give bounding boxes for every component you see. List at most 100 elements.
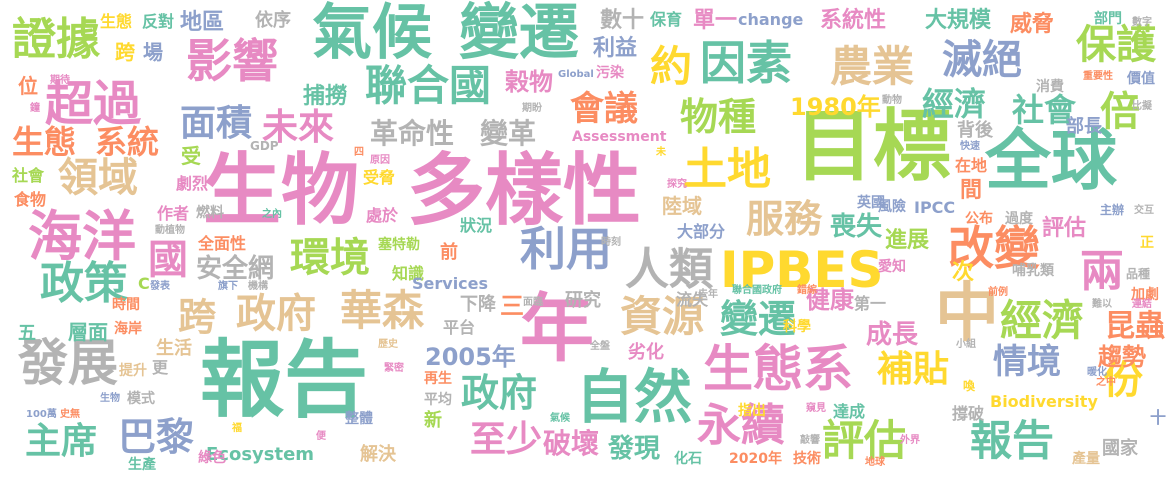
word-zhengti: 整體 — [345, 411, 373, 427]
word-geng: 更 — [152, 358, 169, 377]
word-dacheng: 達成 — [833, 402, 866, 421]
word-wei-2: 未 — [656, 147, 666, 158]
word-gemingxing: 革命性 — [370, 117, 455, 150]
word-liushi: 流失 — [676, 290, 709, 309]
word-baogao-2: 報告 — [970, 416, 1055, 465]
word-shuzi: 數字 — [1132, 17, 1152, 28]
word-baoyu: 保育 — [650, 10, 683, 29]
word-fandui: 反對 — [142, 12, 175, 31]
word-huasen: 華森 — [340, 286, 425, 335]
word-jiazhi: 價值 — [1127, 71, 1155, 87]
word-si: 四 — [354, 147, 364, 158]
word-faxian: 發現 — [608, 434, 661, 464]
word-yingguo: 英國 — [857, 195, 885, 211]
word-biodiversity: Biodiversity — [990, 392, 1098, 411]
word-kexue: 科學 — [783, 319, 811, 335]
word-luyu: 陸域 — [662, 194, 702, 218]
word-wei: 位 — [18, 74, 38, 98]
word-chuyu: 處於 — [366, 206, 399, 225]
word-biyi: 比擬 — [1132, 101, 1152, 112]
word-liyi: 利益 — [593, 36, 638, 61]
word-zhengfu: 政府 — [236, 291, 316, 337]
word-shengtaixi: 生態系 — [703, 340, 853, 398]
word-lianheguo: 聯合國 — [365, 61, 492, 110]
word-yue: 約 — [650, 42, 693, 91]
word-qihou: 氣候 — [312, 0, 432, 68]
word-xitongxing: 系統性 — [820, 8, 887, 33]
word-aizhi: 愛知 — [878, 259, 906, 275]
word-yongxu: 永續 — [697, 400, 785, 451]
word-fazhan: 發展 — [18, 334, 118, 392]
word-xiaofei: 消費 — [1036, 79, 1064, 95]
word-jishu: 技術 — [793, 451, 821, 467]
word-yinsu: 因素 — [700, 36, 792, 90]
word-ziran: 自然 — [576, 363, 693, 431]
word-zuozhe: 作者 — [157, 204, 190, 223]
word-haiyang: 海洋 — [28, 205, 136, 268]
word-fen: 份 — [1103, 357, 1143, 403]
word-2005nian: 2005年 — [425, 343, 516, 371]
word-danyi: 單一 — [693, 8, 738, 33]
word-nian: 年 — [520, 286, 594, 372]
word-zhinei: 之內 — [262, 209, 282, 220]
word-kunchong: 昆蟲 — [1105, 309, 1165, 344]
word-pohuai: 破壞 — [543, 427, 600, 460]
word-zhengju: 證據 — [12, 14, 100, 65]
word-luse: 綠色 — [198, 450, 226, 466]
word-shengtai: 生態 — [12, 123, 77, 161]
word-zhengce: 政策 — [40, 258, 128, 309]
word-weilai: 未來 — [262, 107, 335, 148]
word-xiaozu: 小組 — [956, 339, 976, 350]
word-saitele: 塞特勒 — [378, 237, 420, 253]
word-zhishao: 至少 — [470, 419, 543, 460]
word-pingjun: 平均 — [424, 392, 452, 408]
word-lingyu: 領域 — [58, 155, 138, 201]
word-change: change — [738, 10, 804, 29]
word-kuaisu: 快速 — [960, 141, 980, 152]
word-julie: 劇烈 — [176, 174, 209, 193]
word-shike: 時刻 — [601, 237, 621, 248]
word-guo: 國 — [148, 237, 188, 283]
word-ziyuan: 資源 — [620, 292, 705, 341]
word-100wan: 100萬 — [26, 409, 57, 420]
word-jiaju: 加劇 — [1131, 287, 1159, 303]
word-moshi: 模式 — [127, 391, 155, 407]
word-yuanyin: 原因 — [370, 155, 390, 166]
word-ipbes: IPBES — [720, 241, 884, 299]
word-yanjiu: 研究 — [565, 290, 601, 311]
word-dongwu: 動物 — [882, 95, 902, 106]
word-miejue: 滅絕 — [942, 37, 1022, 83]
word-quanqiu: 全球 — [985, 122, 1117, 199]
word-shijian: 時間 — [112, 297, 140, 313]
word-bianqian: 變遷 — [459, 0, 579, 68]
word-shehui: 社會 — [1012, 91, 1077, 129]
word-jingji-2: 經濟 — [922, 85, 987, 123]
word-kua-2: 跨 — [115, 40, 135, 64]
word-quanmianxing: 全面性 — [198, 234, 247, 253]
word-bian: 便 — [316, 431, 326, 442]
word-haian: 海岸 — [114, 321, 142, 337]
word-huan: 喚 — [963, 379, 976, 393]
word-chengpo: 撐破 — [952, 404, 985, 423]
word-chanliang: 產量 — [1072, 451, 1100, 467]
word-liyong: 利用 — [520, 222, 612, 276]
word-huashi: 化石 — [674, 451, 702, 467]
word-mianji: 面積 — [180, 103, 253, 144]
word-tudi: 土地 — [683, 144, 771, 195]
word-global: Global — [558, 69, 594, 80]
word-diqu: 地區 — [180, 10, 225, 35]
word-yingxiang: 影響 — [186, 34, 278, 88]
word-pingtai: 平台 — [443, 318, 476, 337]
word-wuzhong: 物種 — [680, 95, 757, 139]
word-huanjing: 環境 — [290, 235, 370, 281]
word-services: Services — [412, 274, 489, 293]
word-chengzhang: 成長 — [866, 320, 919, 350]
word-mianlin: 面臨 — [523, 297, 543, 308]
word-nongye: 農業 — [830, 42, 915, 91]
word-shiwu-2: 史無 — [60, 409, 80, 420]
word-qian: 前 — [440, 242, 458, 263]
word-sangshi: 喪失 — [830, 212, 883, 242]
word-nuanhua: 暖化 — [1087, 367, 1107, 378]
word-jingji: 經濟 — [1000, 296, 1085, 345]
word-qipan: 期盼 — [522, 103, 542, 114]
